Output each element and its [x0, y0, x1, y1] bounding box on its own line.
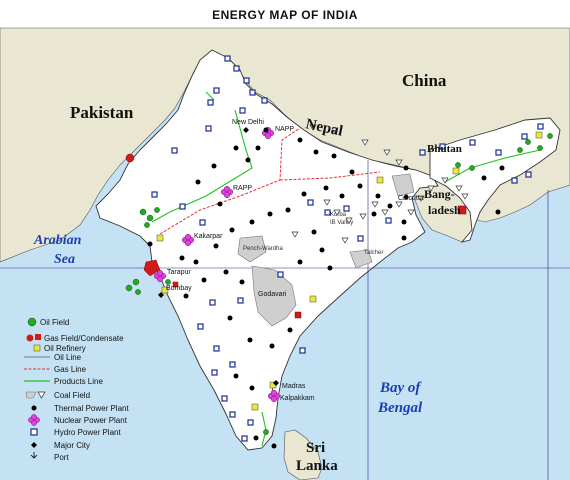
graticule — [0, 160, 570, 480]
legend-oil-field: Oil Field — [40, 318, 69, 327]
label-tarapur: Tarapur — [167, 269, 191, 276]
coal-label-wardha: Pench-Wardha — [243, 246, 283, 252]
legend-coal-field: Coal Field — [54, 391, 90, 400]
label-napp: NAPP — [275, 126, 294, 133]
products-line-northeast — [444, 149, 541, 183]
coal-fields — [237, 173, 415, 327]
legend-thermal: Thermal Power Plant — [54, 404, 129, 413]
gas-fields — [125, 153, 467, 319]
products-line-west — [205, 91, 215, 101]
thermal-plants — [147, 127, 505, 449]
label-srilanka-2: Lanka — [296, 458, 338, 474]
label-pakistan: Pakistan — [70, 103, 134, 122]
coal-label-ib: IB Valley — [330, 220, 353, 226]
products-line-north — [151, 109, 253, 223]
coal-markers — [291, 124, 469, 244]
coal-field-wardha — [237, 235, 267, 263]
legend-hydro: Hydro Power Plant — [54, 428, 121, 437]
label-bhutan: Bhutan — [427, 143, 462, 155]
oil-refineries — [156, 131, 543, 411]
label-china: China — [402, 71, 447, 90]
label-bangladesh-1: Bang- — [424, 187, 455, 201]
label-bay-of-bengal-2: Bengal — [377, 400, 423, 416]
oil-fields — [125, 133, 553, 435]
label-kalpakkam: Kalpakkam — [280, 395, 315, 402]
label-rapp: RAPP — [233, 185, 252, 192]
label-kakarpar: Kakarpar — [194, 233, 223, 240]
legend-gas-line: Gas Line — [54, 365, 87, 374]
legend-major-city: Major City — [54, 441, 90, 450]
label-arabian-sea-2: Sea — [54, 252, 75, 267]
legend-products-line: Products Line — [54, 377, 103, 386]
label-srilanka-1: Sri — [306, 440, 325, 456]
legend-nuclear: Nuclear Power Plant — [54, 416, 128, 425]
label-nepal: Nepal — [304, 116, 344, 139]
legend-oil-refinery: Oil Refinery — [44, 344, 86, 353]
coal-field-raniganj — [391, 173, 415, 197]
label-godavari: Godavari — [258, 291, 287, 298]
label-arabian-sea-1: Arabian — [33, 233, 82, 248]
label-bangladesh-2: ladesh — [428, 203, 461, 217]
coal-label-korba: Korba — [330, 212, 347, 218]
label-bay-of-bengal-1: Bay of — [379, 380, 422, 396]
legend-gas-field: Gas Field/Condensate — [44, 334, 124, 343]
neighbour-land-north — [0, 27, 570, 263]
india-land — [95, 49, 439, 451]
coal-label-talcher: Talcher — [364, 250, 383, 256]
legend: Oil Field Gas Field/Condensate Oil Refin… — [24, 317, 129, 462]
coal-field-talcher — [349, 249, 373, 269]
hydro-plants — [151, 55, 544, 442]
nuclear-plants — [153, 126, 281, 403]
label-calcutta: Calcutta — [398, 195, 424, 202]
srilanka-land — [283, 429, 323, 480]
gas-lines — [159, 127, 381, 235]
legend-port: Port — [54, 453, 69, 462]
label-madras: Madras — [282, 383, 306, 390]
legend-oil-line: Oil Line — [54, 353, 82, 362]
label-bombay: Bombay — [166, 285, 192, 292]
map-title: ENERGY MAP OF INDIA — [212, 8, 358, 22]
northeast-india-land — [429, 117, 561, 243]
gas-line-hbj — [159, 127, 301, 235]
label-new-delhi: New Delhi — [232, 119, 264, 126]
gas-line-east — [279, 171, 381, 181]
major-cities — [158, 127, 409, 386]
